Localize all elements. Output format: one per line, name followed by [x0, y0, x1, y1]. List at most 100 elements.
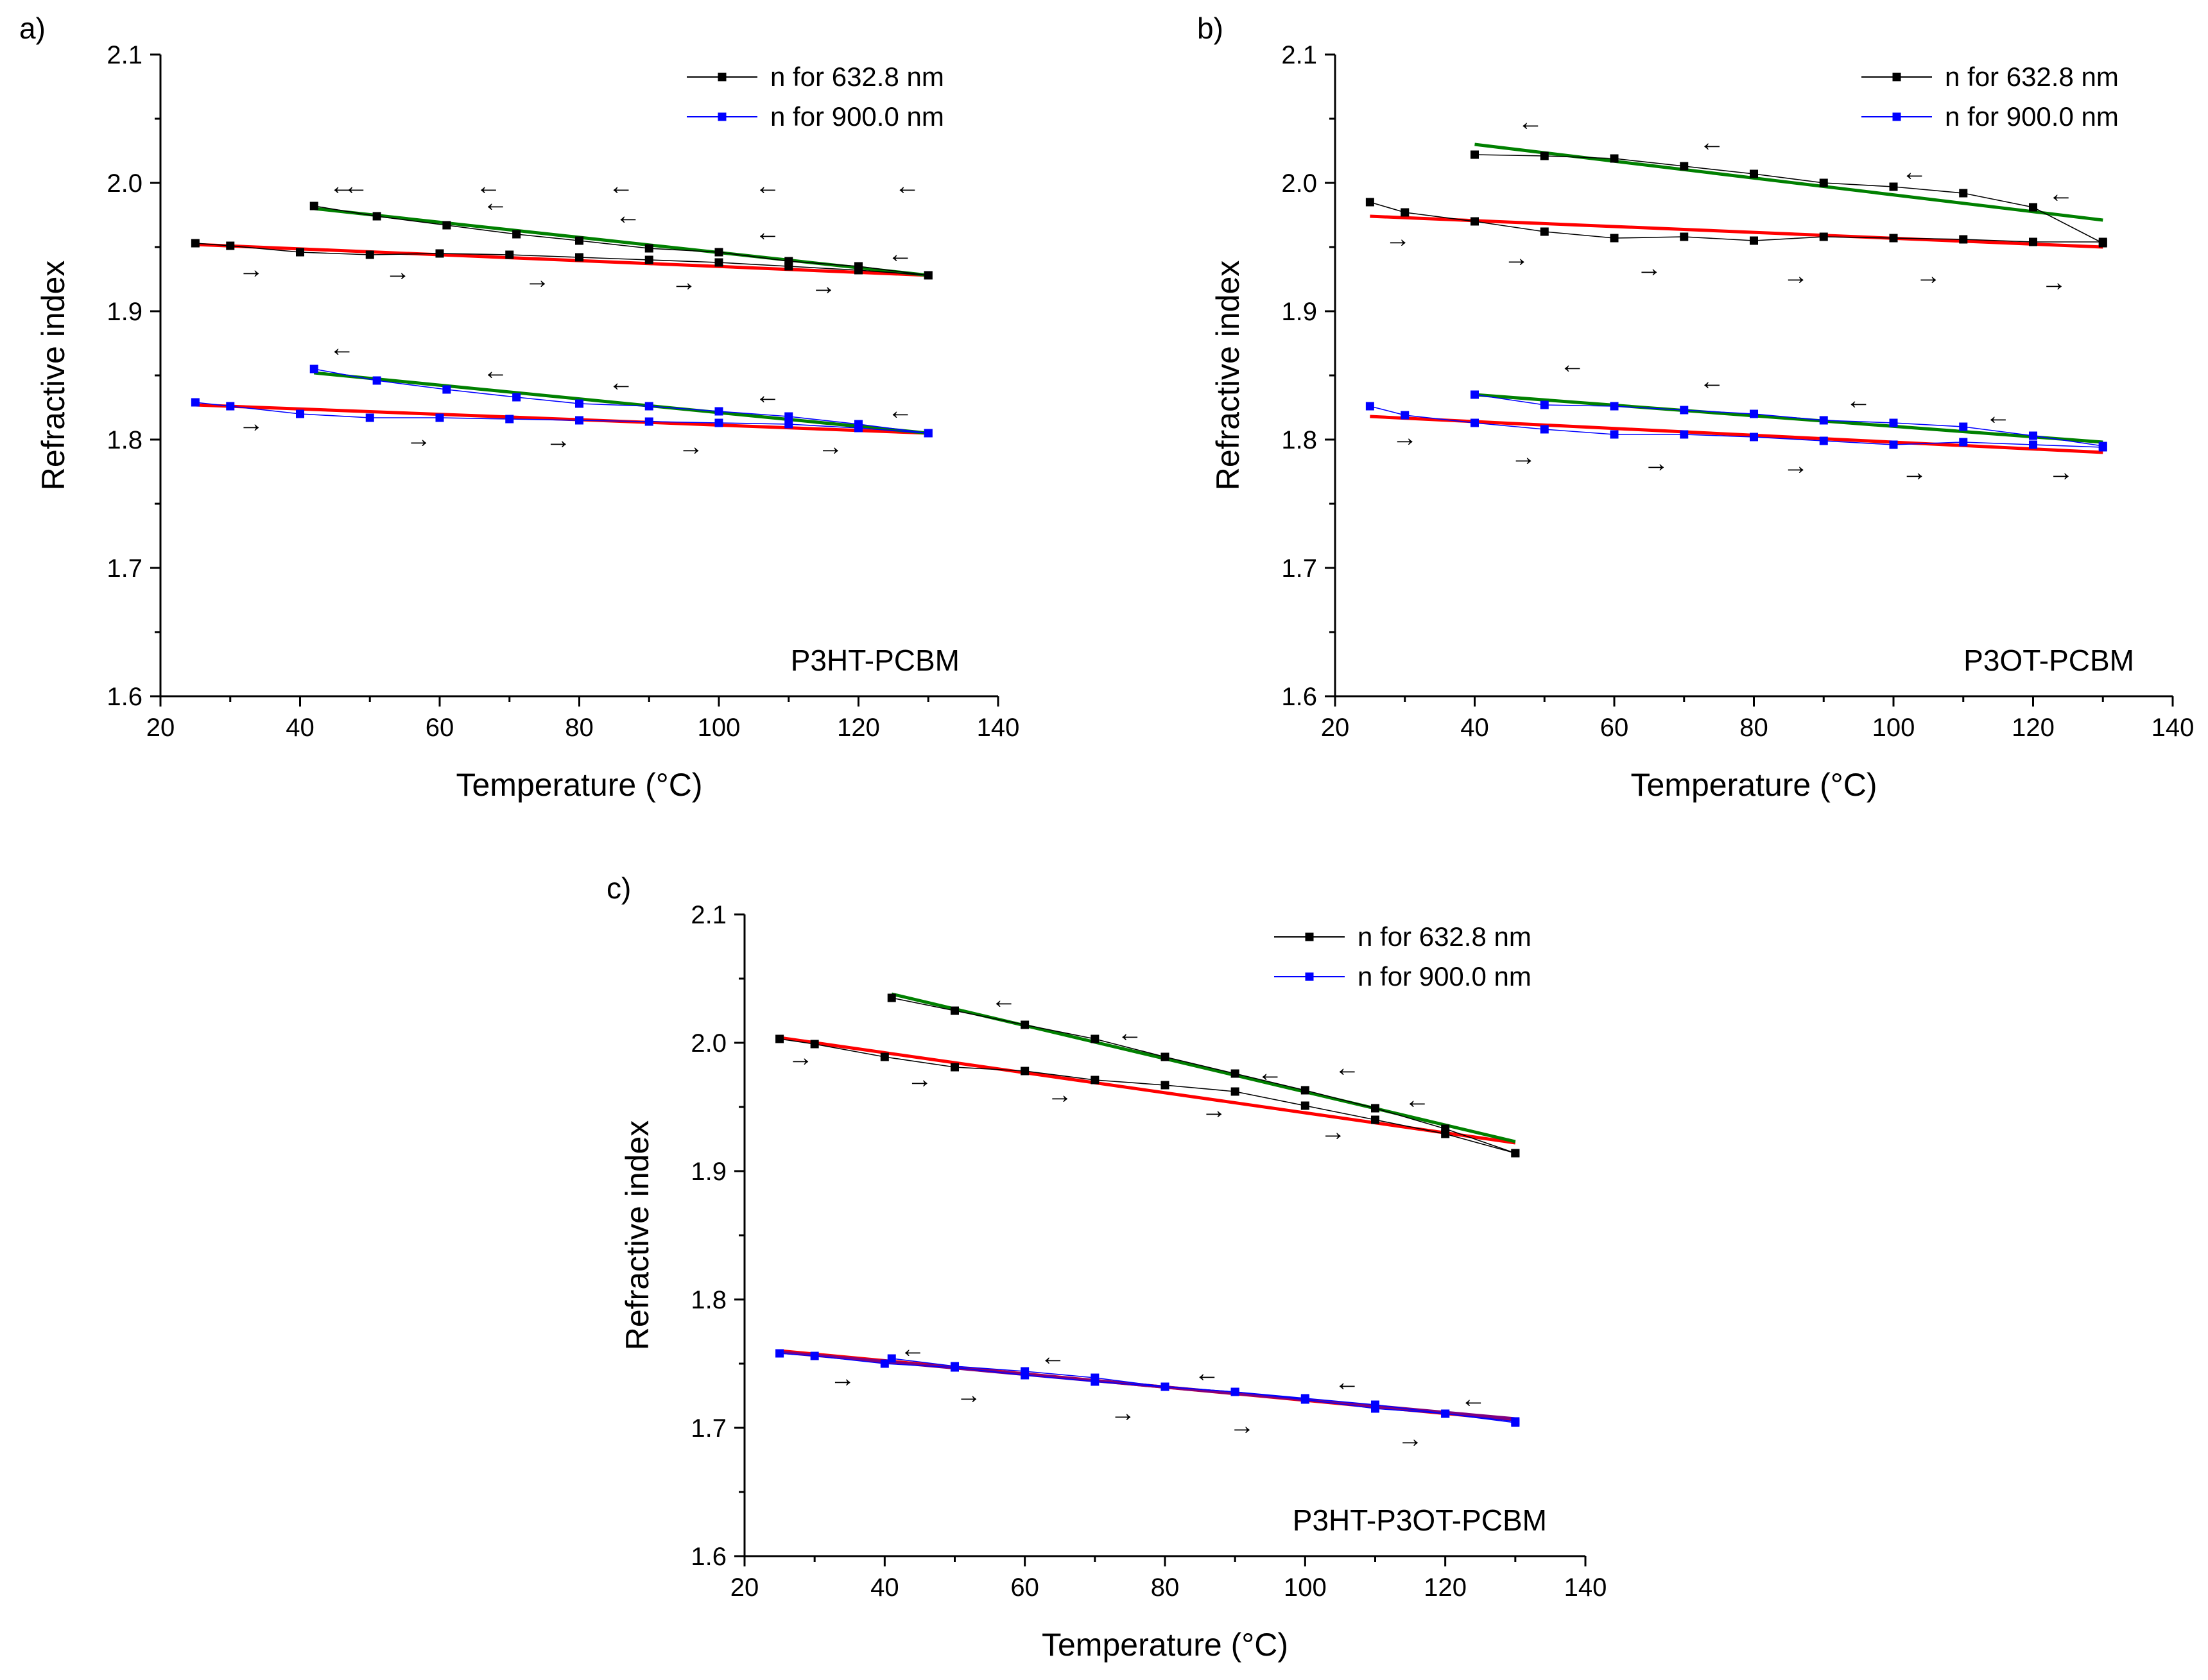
data-point [1021, 1020, 1030, 1029]
x-tick-label: 100 [1872, 714, 1915, 742]
data-point [2029, 203, 2037, 212]
legend-marker [1305, 972, 1314, 981]
cooling-arrow: ← [1334, 1054, 1360, 1082]
data-point [1959, 438, 1968, 447]
data-point [1471, 217, 1479, 226]
heating-arrow: → [1047, 1081, 1073, 1109]
data-point [2029, 237, 2037, 246]
y-tick-label: 2.1 [691, 901, 727, 929]
y-tick-label: 2.0 [1281, 169, 1317, 198]
data-point [1680, 406, 1689, 415]
data-point [1959, 189, 1968, 198]
data-point [1540, 400, 1549, 409]
data-point [784, 412, 793, 421]
x-tick-label: 60 [1010, 1573, 1039, 1602]
data-point [1401, 208, 1410, 217]
data-point [191, 398, 200, 407]
series-line [195, 243, 929, 276]
x-tick-label: 140 [2152, 714, 2195, 742]
cooling-arrow: ← [1257, 1059, 1283, 1087]
data-point [1610, 154, 1619, 163]
cooling-arrow: ← [1460, 1385, 1486, 1413]
data-point [1511, 1149, 1520, 1158]
data-point [1750, 409, 1758, 418]
y-tick-label: 2.1 [1281, 41, 1317, 69]
series-line [314, 368, 929, 434]
cooling-arrow: ← [1699, 367, 1725, 395]
cooling-arrow: ← [888, 240, 913, 268]
heating-arrow: → [1915, 262, 1941, 290]
heating-arrow: → [385, 258, 411, 286]
series-line [892, 997, 1516, 1154]
data-point [575, 416, 583, 425]
data-point [1365, 198, 1374, 207]
data-point [1441, 1409, 1450, 1418]
legend-label: n for 900.0 nm [770, 101, 944, 132]
cooling-arrow: ← [1985, 402, 2011, 430]
heating-arrow: → [1397, 1425, 1423, 1453]
data-point [226, 402, 235, 411]
series-line [779, 1353, 1515, 1423]
fit-line [195, 243, 929, 277]
data-point [505, 415, 514, 424]
heating-arrow: → [2048, 458, 2074, 486]
y-tick-label: 1.6 [691, 1543, 727, 1571]
data-point [1680, 430, 1689, 439]
data-point [1540, 425, 1549, 434]
data-point [784, 420, 793, 429]
series-line [1370, 201, 2103, 243]
y-tick-label: 1.6 [1281, 683, 1317, 711]
data-point [887, 1354, 896, 1363]
data-point [1959, 235, 1968, 244]
series-line [195, 402, 929, 434]
legend-marker [1305, 932, 1314, 941]
data-point [1680, 162, 1689, 171]
cooling-arrow: ← [483, 189, 508, 217]
x-tick-label: 80 [565, 714, 594, 742]
heating-arrow: → [1229, 1412, 1255, 1440]
x-tick-label: 20 [1321, 714, 1350, 742]
data-point [714, 258, 723, 267]
data-point [296, 248, 304, 257]
data-point [1819, 436, 1828, 445]
heating-arrow: → [546, 426, 571, 454]
data-point [575, 253, 583, 262]
heating-arrow: → [1636, 254, 1662, 282]
data-point [575, 399, 583, 408]
sample-annotation: P3HT-P3OT-PCBM [1293, 1504, 1547, 1537]
x-tick-label: 20 [730, 1573, 759, 1602]
fit-line [195, 403, 929, 435]
data-point [1471, 390, 1479, 399]
x-tick-label: 40 [286, 714, 315, 742]
x-axis-title: Temperature (°C) [1631, 767, 1877, 803]
data-point [1365, 402, 1374, 411]
legend-label: n for 900.0 nm [1358, 961, 1531, 991]
data-point [1819, 178, 1828, 187]
heating-arrow: → [907, 1065, 933, 1093]
y-tick-label: 1.9 [691, 1158, 727, 1186]
data-point [2098, 441, 2107, 450]
data-point [951, 1006, 959, 1015]
data-point [1750, 169, 1758, 178]
data-point [512, 393, 521, 402]
x-axis-title: Temperature (°C) [1042, 1627, 1288, 1663]
heating-arrow: → [524, 266, 550, 294]
data-point [1889, 234, 1898, 243]
data-point [924, 429, 933, 438]
heating-arrow: → [1511, 443, 1537, 471]
y-tick-label: 1.7 [691, 1414, 727, 1443]
x-axis-title: Temperature (°C) [456, 767, 703, 803]
data-point [887, 993, 896, 1002]
data-point [810, 1040, 819, 1049]
data-point [1021, 1367, 1030, 1376]
data-point [1750, 433, 1758, 441]
cooling-arrow: ← [329, 172, 355, 200]
heating-arrow: → [830, 1364, 856, 1393]
data-point [1371, 1104, 1379, 1113]
heating-arrow: → [406, 425, 431, 453]
data-point [1471, 150, 1479, 159]
cooling-arrow: ← [755, 172, 781, 200]
heating-arrow: → [811, 272, 836, 300]
panel-label: a) [19, 12, 46, 45]
legend-marker [718, 112, 727, 121]
